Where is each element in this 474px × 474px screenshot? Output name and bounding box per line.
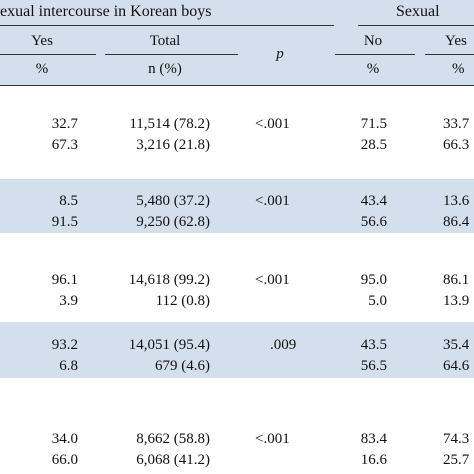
cell-no: 28.5 — [360, 137, 387, 153]
cell-total: 112 (0.8) — [155, 293, 210, 309]
cell-yes2: 64.6 — [443, 358, 470, 374]
cell-p: <.001 — [255, 272, 290, 288]
cell-no: 56.6 — [360, 214, 387, 230]
subheader-rule — [335, 54, 415, 55]
cell-yes2: 13.9 — [443, 293, 470, 309]
subheader-rule — [105, 54, 238, 55]
cell-no: 83.4 — [360, 431, 387, 447]
cell-yes: 34.0 — [51, 431, 78, 447]
cell-yes2: 74.3 — [443, 431, 470, 447]
unit-no: % — [366, 61, 380, 77]
cell-yes: 66.0 — [51, 452, 78, 468]
col-header-no: No — [363, 33, 383, 49]
cell-total: 6,068 (41.2) — [136, 452, 210, 468]
row-group-band — [0, 179, 474, 233]
cell-no: 71.5 — [360, 116, 387, 132]
cell-yes2: 86.1 — [443, 272, 470, 288]
cell-no: 5.0 — [368, 293, 387, 309]
unit-yes: % — [35, 61, 49, 77]
cell-total: 5,480 (37.2) — [136, 193, 210, 209]
cell-yes: 6.8 — [59, 358, 78, 374]
cell-p: .009 — [270, 337, 297, 353]
cell-yes: 3.9 — [59, 293, 78, 309]
cell-yes: 96.1 — [51, 272, 78, 288]
cell-yes2: 13.6 — [443, 193, 470, 209]
cell-yes: 8.5 — [59, 193, 78, 209]
col-header-total: Total — [149, 33, 181, 49]
header-bottom-rule — [0, 85, 474, 86]
group-title-right: Sexual — [396, 3, 440, 20]
cell-yes2: 35.4 — [443, 337, 470, 353]
cell-no: 43.4 — [360, 193, 387, 209]
cell-total: 8,662 (58.8) — [136, 431, 210, 447]
cell-yes2: 33.7 — [443, 116, 470, 132]
cell-total: 11,514 (78.2) — [129, 116, 210, 132]
group-title-left: exual intercourse in Korean boys — [0, 3, 212, 20]
unit-total: n (%) — [148, 61, 182, 77]
col-header-yes2: Yes — [445, 33, 467, 49]
header-rule — [358, 25, 474, 26]
cell-total: 3,216 (21.8) — [136, 137, 210, 153]
col-header-yes: Yes — [31, 33, 53, 49]
header-rule — [0, 25, 334, 26]
row-group-band — [0, 322, 474, 378]
cell-p: <.001 — [255, 193, 290, 209]
cell-no: 16.6 — [360, 452, 387, 468]
table-header-background — [0, 0, 474, 86]
cell-p: <.001 — [255, 431, 290, 447]
subheader-rule — [425, 54, 474, 55]
cell-no: 56.5 — [360, 358, 387, 374]
cell-yes: 91.5 — [51, 214, 78, 230]
cell-no: 43.5 — [360, 337, 387, 353]
cell-yes2: 25.7 — [443, 452, 470, 468]
cell-yes: 93.2 — [51, 337, 78, 353]
unit-yes2: % — [452, 61, 465, 77]
cell-yes: 32.7 — [51, 116, 78, 132]
cell-total: 679 (4.6) — [155, 358, 210, 374]
subheader-rule — [0, 54, 96, 55]
cell-total: 14,618 (99.2) — [128, 272, 210, 288]
cell-p: <.001 — [255, 116, 290, 132]
cell-yes2: 86.4 — [443, 214, 470, 230]
cell-yes2: 66.3 — [443, 137, 470, 153]
cell-total: 14,051 (95.4) — [128, 337, 210, 353]
cell-no: 95.0 — [360, 272, 387, 288]
col-header-p: p — [276, 46, 284, 62]
cell-yes: 67.3 — [51, 137, 78, 153]
cell-total: 9,250 (62.8) — [136, 214, 210, 230]
